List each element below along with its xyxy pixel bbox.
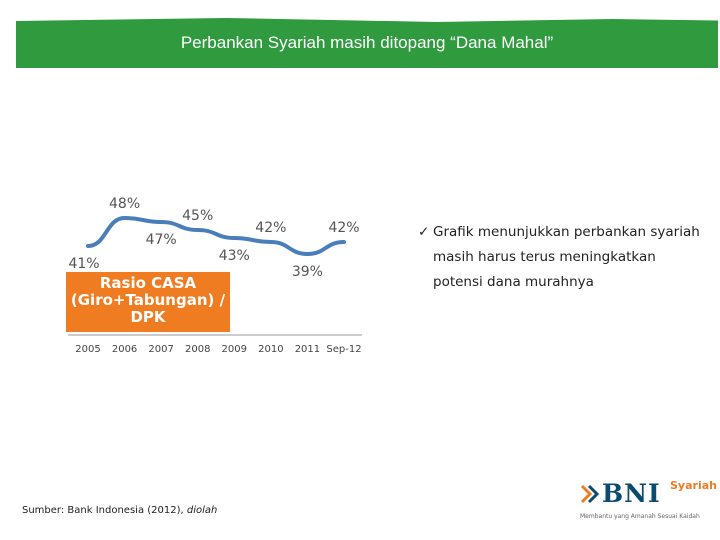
bni-logo: BNI Syariah Membantu yang Amanah Sesuai … [578, 476, 717, 526]
x-tick-label: 2010 [258, 344, 283, 355]
check-icon: ✓ [418, 224, 430, 240]
series-line [86, 215, 346, 257]
chart-svg: 41% 48% 47% 45% 43% 42% 39% 42% 2005 2006 2007 2008… [68, 196, 362, 355]
header-banner [16, 18, 718, 68]
logo-tagline: Membantu yang Amanah Sesuai Kaidah [580, 513, 700, 520]
logo-sub: Syariah [670, 479, 717, 492]
x-tick-label: 2009 [222, 344, 247, 355]
page-title: Perbankan Syariah masih ditopang “Dana M… [180, 33, 554, 52]
annotation-line-3: DPK [130, 308, 166, 326]
x-tick-label: Sep-12 [326, 344, 361, 355]
data-label: 43% [219, 248, 250, 264]
x-tick-label: 2006 [112, 344, 137, 355]
chart-annotation-box: Rasio CASA (Giro+Tabungan) / DPK [66, 272, 230, 332]
data-label: 45% [182, 208, 213, 224]
x-tick-label: 2008 [185, 344, 210, 355]
x-tick-label: 2007 [148, 344, 173, 355]
annotation-line-2: (Giro+Tabungan) / [70, 291, 226, 309]
data-label: 42% [255, 220, 286, 236]
logo-name: BNI [602, 479, 661, 508]
bullet-text: Grafik menunjukkan perbankan syariah mas… [433, 224, 700, 290]
bni-mark-icon [580, 484, 600, 504]
data-label: 47% [146, 232, 177, 248]
source-suffix: diolah [186, 505, 218, 516]
annotation-line-1: Rasio CASA [99, 274, 197, 292]
bullet-point: ✓ Grafik menunjukkan perbankan syariah m… [418, 220, 708, 295]
source-text: Sumber: Bank Indonesia (2012), [22, 505, 187, 516]
data-label: 41% [68, 256, 99, 272]
x-tick-label: 2005 [75, 344, 100, 355]
data-label: 39% [292, 264, 323, 280]
casa-line-chart: 41% 48% 47% 45% 43% 42% 39% 42% 2005 2006 2007 2008… [66, 196, 366, 356]
source-note: Sumber: Bank Indonesia (2012), diolah [22, 505, 217, 516]
data-label: 42% [328, 220, 359, 236]
data-label: 48% [109, 196, 140, 212]
x-tick-label: 2011 [295, 344, 320, 355]
